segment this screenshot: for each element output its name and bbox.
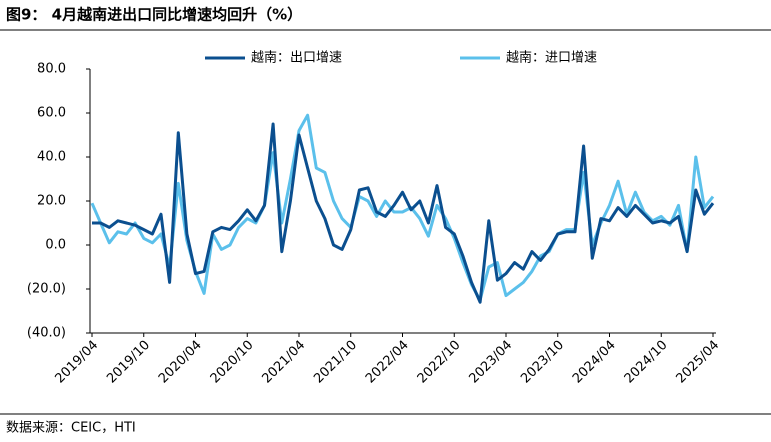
- y-tick-label: (20.0): [27, 282, 66, 297]
- x-tick-label: 2024/04: [570, 338, 619, 387]
- chart-title: 图9： 4月越南进出口同比增速均回升（%）: [6, 6, 302, 24]
- x-tick-label: 2022/10: [415, 338, 464, 387]
- x-tick-label: 2021/04: [260, 338, 309, 387]
- y-tick-label: 40.0: [37, 150, 66, 165]
- x-tick-label: 2023/10: [518, 338, 567, 387]
- series-line: [92, 122, 715, 304]
- x-tick-label: 2024/10: [622, 338, 671, 387]
- y-tick-label: 20.0: [37, 194, 66, 209]
- source: 数据来源：CEIC，HTI: [6, 421, 136, 436]
- x-tick-label: 2019/04: [53, 338, 102, 387]
- x-tick-label: 2020/10: [208, 338, 257, 387]
- x-tick-label: 2021/10: [311, 338, 360, 387]
- y-tick-label: 80.0: [37, 62, 66, 77]
- x-tick-label: 2025/04: [674, 338, 723, 387]
- legend-label: 越南：进口增速: [506, 50, 597, 66]
- y-tick-label: 0.0: [45, 238, 66, 253]
- y-tick-label: 60.0: [37, 106, 66, 121]
- x-tick-label: 2022/04: [363, 338, 412, 387]
- y-tick-label: (40.0): [27, 326, 66, 341]
- x-tick-label: 2020/04: [156, 338, 205, 387]
- x-tick-label: 2019/10: [104, 338, 153, 387]
- legend-label: 越南：出口增速: [251, 50, 342, 66]
- x-tick-label: 2023/04: [467, 338, 516, 387]
